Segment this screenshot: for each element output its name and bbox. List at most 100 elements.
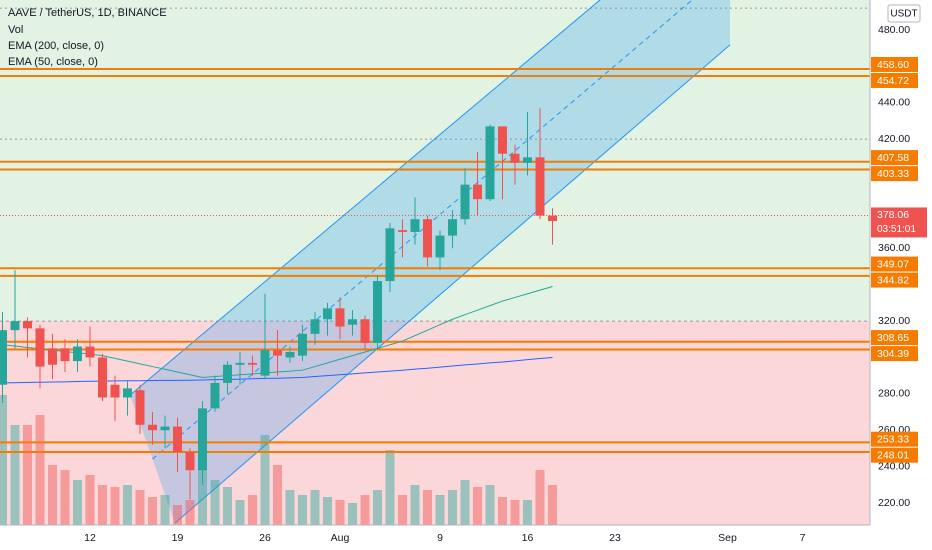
candle-body bbox=[48, 348, 57, 365]
volume-bar bbox=[373, 490, 382, 525]
volume-bar bbox=[10, 425, 20, 525]
countdown: 03:51:01 bbox=[877, 224, 916, 235]
candle-body bbox=[373, 281, 382, 343]
volume-bar bbox=[435, 495, 445, 525]
candle-body bbox=[285, 352, 295, 358]
x-tick-label: 19 bbox=[172, 532, 184, 544]
volume-bar bbox=[423, 490, 432, 525]
level-label-box bbox=[871, 272, 918, 288]
level-label: 308.65 bbox=[877, 332, 909, 344]
volume-bar bbox=[48, 465, 57, 525]
candle-body bbox=[10, 321, 20, 331]
level-label: 349.07 bbox=[877, 258, 909, 270]
candle-body bbox=[223, 364, 232, 383]
volume-bar bbox=[73, 480, 82, 525]
candle-body bbox=[60, 348, 70, 362]
candle-body bbox=[460, 184, 470, 220]
candle-body bbox=[335, 308, 345, 327]
y-tick-label: 240.00 bbox=[878, 460, 910, 472]
level-label: 253.33 bbox=[877, 433, 909, 445]
volume-bar bbox=[160, 495, 170, 525]
x-tick-label: 23 bbox=[609, 532, 621, 544]
candle-body bbox=[110, 384, 120, 398]
legend-item: EMA (200, close, 0) bbox=[8, 40, 104, 52]
channel-mid bbox=[152, 0, 693, 460]
candle-body bbox=[510, 153, 520, 163]
candle-body bbox=[235, 362, 245, 365]
volume-bar bbox=[448, 490, 457, 525]
axes: 480.00440.00420.00360.00320.00280.00260.… bbox=[84, 24, 927, 544]
volume-bar bbox=[385, 450, 395, 525]
volume-bar bbox=[323, 497, 332, 525]
x-tick-label: Sep bbox=[718, 532, 737, 544]
volume-bar bbox=[360, 495, 370, 525]
candle-body bbox=[485, 126, 495, 200]
volume-bar bbox=[35, 415, 45, 525]
volume-bar bbox=[85, 475, 95, 525]
level-label: 248.01 bbox=[877, 449, 909, 461]
candle-body bbox=[23, 321, 32, 329]
candle-body bbox=[210, 382, 220, 409]
volume-bar bbox=[185, 500, 195, 525]
volume-bar bbox=[460, 480, 470, 525]
volume-bar bbox=[398, 495, 407, 525]
volume-bar bbox=[60, 470, 70, 525]
volume-bar bbox=[348, 503, 357, 525]
volume-bar bbox=[198, 445, 207, 525]
level-label: 403.33 bbox=[877, 168, 909, 180]
candle-body bbox=[35, 328, 45, 367]
volume-bar bbox=[98, 485, 107, 525]
volume-bar bbox=[173, 505, 182, 525]
volume-bar bbox=[260, 435, 270, 525]
level-label: 304.39 bbox=[877, 348, 909, 360]
volume-bar bbox=[498, 497, 507, 525]
level-label-box bbox=[871, 431, 918, 447]
volume-bar bbox=[523, 500, 532, 525]
volume-bar bbox=[223, 487, 232, 525]
candle-body bbox=[273, 350, 282, 356]
candle-body bbox=[473, 184, 482, 200]
volume-bar bbox=[23, 425, 32, 525]
candle-body bbox=[0, 330, 8, 385]
candle-body bbox=[73, 346, 82, 362]
legend-item: Vol bbox=[8, 24, 23, 36]
y-tick-label: 420.00 bbox=[878, 133, 910, 145]
candle-body bbox=[448, 219, 457, 236]
y-tick-label: 480.00 bbox=[878, 24, 910, 36]
candle-body bbox=[298, 333, 307, 356]
ema-line bbox=[2, 356, 553, 384]
candle-body bbox=[148, 424, 157, 431]
candle-body bbox=[385, 228, 395, 282]
candle-body bbox=[248, 362, 257, 365]
x-tick-label: 26 bbox=[259, 532, 271, 544]
level-label: 458.60 bbox=[877, 59, 909, 71]
x-tick-label: 16 bbox=[522, 532, 534, 544]
last-price-box bbox=[871, 207, 927, 238]
y-tick-label: 440.00 bbox=[878, 97, 910, 109]
candle-body bbox=[548, 215, 557, 222]
volume-bar bbox=[273, 465, 282, 525]
candle-body bbox=[398, 230, 407, 232]
candle-body bbox=[498, 126, 507, 154]
currency[interactable]: USDT bbox=[890, 9, 917, 20]
volume-bar bbox=[210, 480, 220, 525]
volume-bar bbox=[535, 470, 545, 525]
level-label-box bbox=[871, 56, 918, 72]
volume-bar bbox=[235, 500, 245, 525]
chart-title: AAVE / TetherUS, 1D, BINANCE bbox=[8, 7, 167, 19]
candle-body bbox=[85, 346, 95, 358]
level-label-box bbox=[871, 256, 918, 272]
x-tick-label: 9 bbox=[437, 532, 443, 544]
y-tick-label: 220.00 bbox=[878, 497, 910, 509]
currency-box[interactable] bbox=[887, 4, 921, 23]
volume-bar bbox=[473, 487, 482, 525]
level-label: 407.58 bbox=[877, 152, 909, 164]
candle-body bbox=[523, 157, 532, 163]
volume-bar bbox=[510, 500, 520, 525]
volume-bar bbox=[310, 490, 320, 525]
level-label-box bbox=[871, 150, 918, 166]
volume-bar bbox=[148, 497, 157, 525]
y-tick-label: 320.00 bbox=[878, 315, 910, 327]
volume-bar bbox=[335, 500, 345, 525]
